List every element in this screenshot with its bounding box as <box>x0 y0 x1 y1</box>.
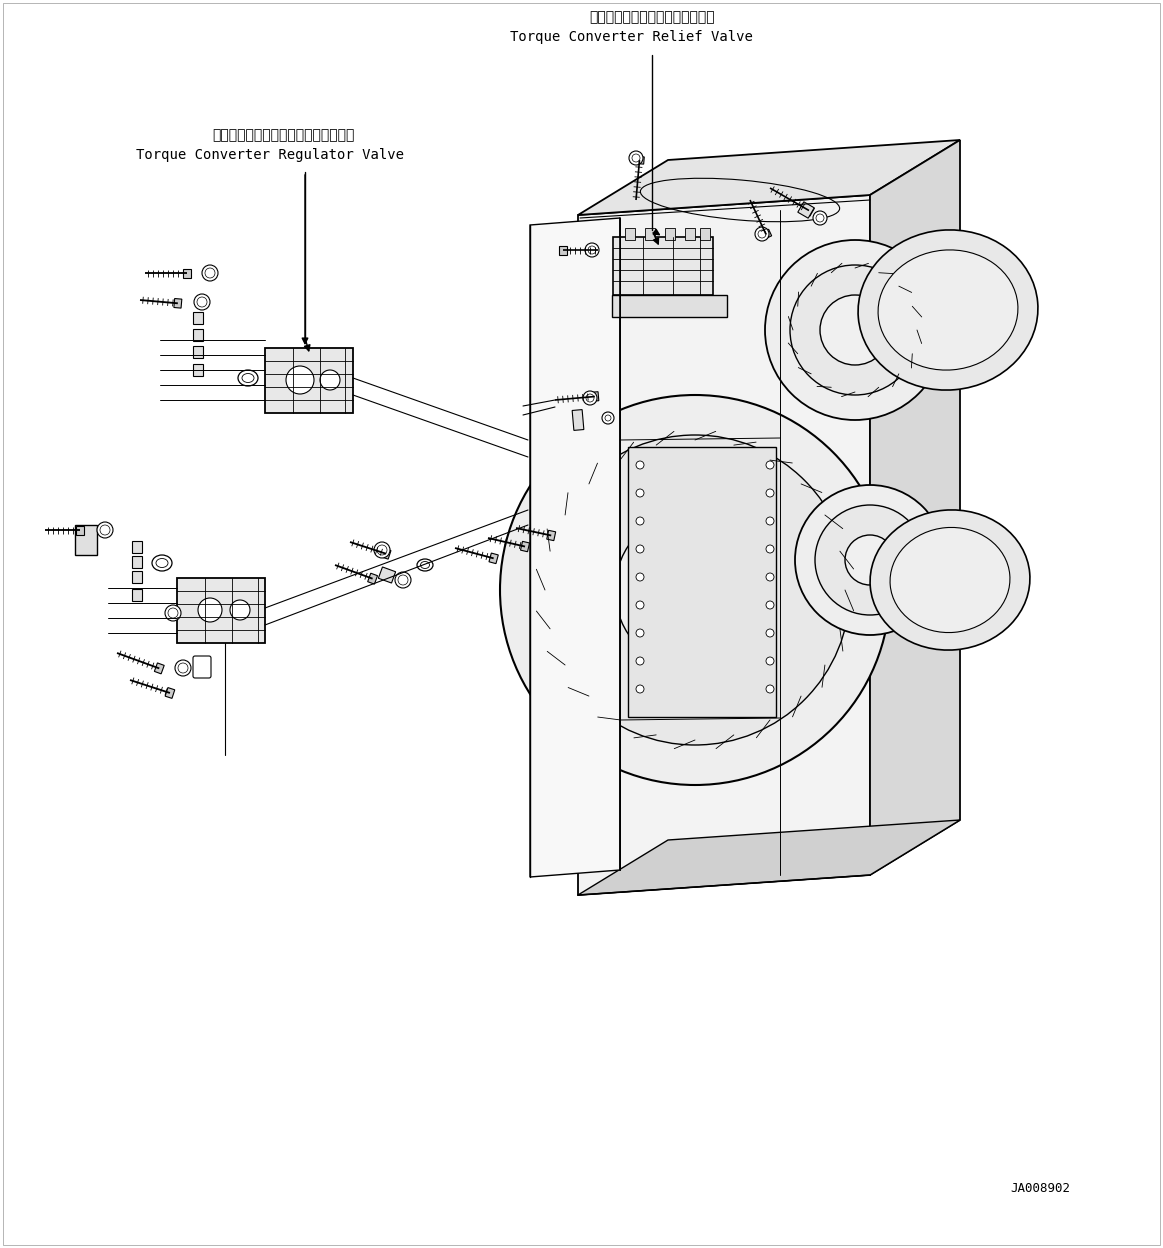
Polygon shape <box>368 573 378 584</box>
Polygon shape <box>193 329 204 341</box>
Ellipse shape <box>878 250 1018 371</box>
Circle shape <box>585 243 599 257</box>
Text: Torque Converter Relief Valve: Torque Converter Relief Valve <box>509 30 752 44</box>
Circle shape <box>636 545 644 553</box>
Circle shape <box>813 211 827 225</box>
Circle shape <box>320 369 340 389</box>
Polygon shape <box>131 572 142 583</box>
Polygon shape <box>521 542 529 552</box>
Circle shape <box>395 572 411 588</box>
Circle shape <box>194 295 211 310</box>
Bar <box>625 228 635 240</box>
Circle shape <box>636 573 644 582</box>
Polygon shape <box>378 567 395 583</box>
Circle shape <box>766 489 775 497</box>
Text: JA008902: JA008902 <box>1009 1182 1070 1196</box>
Circle shape <box>583 391 597 406</box>
Circle shape <box>230 600 250 620</box>
Polygon shape <box>381 548 391 559</box>
Polygon shape <box>155 663 164 674</box>
Polygon shape <box>798 202 814 218</box>
Circle shape <box>765 240 946 421</box>
Circle shape <box>374 542 390 558</box>
Circle shape <box>795 485 946 635</box>
Ellipse shape <box>238 369 258 386</box>
Circle shape <box>615 510 775 670</box>
Bar <box>74 525 97 555</box>
Circle shape <box>636 489 644 497</box>
Bar <box>177 578 265 643</box>
Polygon shape <box>761 230 772 240</box>
Polygon shape <box>165 688 174 699</box>
Ellipse shape <box>890 528 1009 633</box>
Polygon shape <box>578 195 870 895</box>
Circle shape <box>766 685 775 693</box>
Circle shape <box>636 685 644 693</box>
Bar <box>645 228 655 240</box>
Polygon shape <box>184 268 191 277</box>
Polygon shape <box>547 530 556 540</box>
Polygon shape <box>77 525 84 534</box>
Circle shape <box>602 412 614 424</box>
Polygon shape <box>578 140 959 215</box>
Ellipse shape <box>152 555 172 572</box>
Polygon shape <box>193 346 204 358</box>
Circle shape <box>174 660 191 676</box>
Circle shape <box>766 517 775 525</box>
Polygon shape <box>530 218 620 877</box>
Bar <box>612 295 727 317</box>
Text: Torque Converter Regulator Valve: Torque Converter Regulator Valve <box>136 149 404 162</box>
Circle shape <box>766 656 775 665</box>
Circle shape <box>202 265 217 281</box>
Circle shape <box>636 656 644 665</box>
Circle shape <box>820 295 890 364</box>
Polygon shape <box>193 312 204 324</box>
Polygon shape <box>131 589 142 602</box>
Circle shape <box>500 396 890 785</box>
Circle shape <box>636 629 644 636</box>
Polygon shape <box>131 557 142 568</box>
Circle shape <box>636 517 644 525</box>
Circle shape <box>766 573 775 582</box>
Bar <box>685 228 695 240</box>
Polygon shape <box>131 540 142 553</box>
Circle shape <box>636 461 644 469</box>
Circle shape <box>198 598 222 622</box>
Polygon shape <box>804 205 814 216</box>
FancyBboxPatch shape <box>193 656 211 678</box>
Circle shape <box>755 227 769 241</box>
Circle shape <box>815 505 925 615</box>
Circle shape <box>636 602 644 609</box>
Polygon shape <box>572 409 584 431</box>
Circle shape <box>165 605 181 622</box>
Ellipse shape <box>858 230 1037 391</box>
Circle shape <box>766 629 775 636</box>
Bar <box>265 348 354 413</box>
Polygon shape <box>193 364 204 376</box>
Bar <box>665 228 675 240</box>
Circle shape <box>846 535 896 585</box>
Bar <box>700 228 709 240</box>
Ellipse shape <box>870 510 1030 650</box>
Text: トルクコンバータリリーフバルブ: トルクコンバータリリーフバルブ <box>590 10 715 24</box>
Polygon shape <box>870 140 959 875</box>
Polygon shape <box>174 298 181 308</box>
Polygon shape <box>578 820 959 895</box>
Circle shape <box>766 461 775 469</box>
Circle shape <box>286 366 314 394</box>
Bar <box>628 447 776 718</box>
Polygon shape <box>635 156 644 165</box>
Circle shape <box>790 265 920 396</box>
Bar <box>613 237 713 295</box>
Text: トルクコンバータレギュレータバルブ: トルクコンバータレギュレータバルブ <box>212 129 355 142</box>
Polygon shape <box>559 246 566 255</box>
Circle shape <box>766 602 775 609</box>
Circle shape <box>540 436 850 745</box>
Ellipse shape <box>418 559 433 572</box>
Polygon shape <box>591 392 599 402</box>
Polygon shape <box>488 553 498 564</box>
Circle shape <box>97 522 113 538</box>
Circle shape <box>629 151 643 165</box>
Circle shape <box>766 545 775 553</box>
